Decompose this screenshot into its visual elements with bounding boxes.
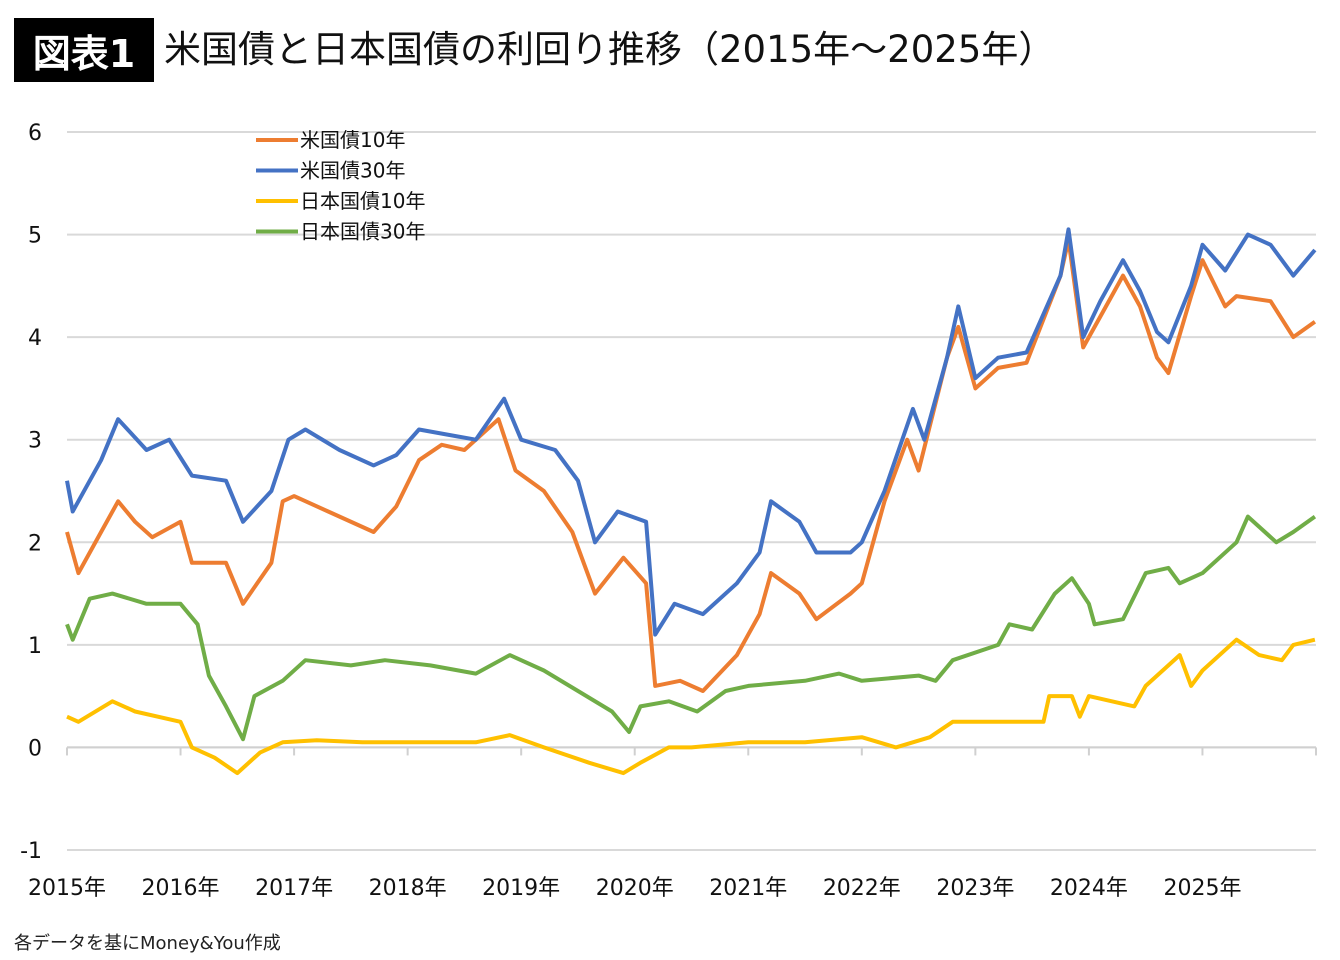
- legend-label: 日本国債10年: [300, 189, 425, 213]
- x-tick-label: 2015年: [28, 876, 106, 901]
- x-tick-label: 2018年: [369, 876, 447, 901]
- x-tick-label: 2022年: [823, 876, 901, 901]
- y-tick-label: 5: [28, 224, 42, 249]
- y-tick-label: 0: [28, 736, 42, 761]
- y-tick-label: 4: [28, 326, 42, 351]
- series-line-2: [65, 227, 1317, 637]
- legend-label: 日本国債30年: [300, 220, 425, 244]
- chart-title: 米国債と日本国債の利回り推移（2015年〜2025年）: [164, 28, 1056, 71]
- figure-badge: 図表1: [14, 18, 154, 82]
- y-tick-label: 3: [28, 429, 42, 454]
- series-line-3: [66, 637, 1316, 776]
- x-tick-label: 2021年: [709, 876, 787, 901]
- series-line-1: [65, 237, 1317, 693]
- legend-label: 米国債30年: [300, 159, 405, 183]
- x-tick-label: 2016年: [142, 876, 220, 901]
- y-tick-label: 2: [28, 531, 42, 556]
- x-tick-label: 2024年: [1050, 876, 1128, 901]
- x-tick-label: 2017年: [255, 876, 333, 901]
- series-line-4: [65, 514, 1317, 742]
- legend-label: 米国債10年: [300, 128, 405, 152]
- source-note: 各データを基にMoney&You作成: [14, 933, 281, 954]
- x-tick-label: 2019年: [482, 876, 560, 901]
- y-tick-label: 6: [28, 121, 42, 146]
- x-tick-label: 2023年: [936, 876, 1014, 901]
- y-tick-label: -1: [20, 839, 42, 864]
- y-tick-label: 1: [28, 634, 42, 659]
- x-tick-label: 2025年: [1163, 876, 1241, 901]
- x-tick-label: 2020年: [596, 876, 674, 901]
